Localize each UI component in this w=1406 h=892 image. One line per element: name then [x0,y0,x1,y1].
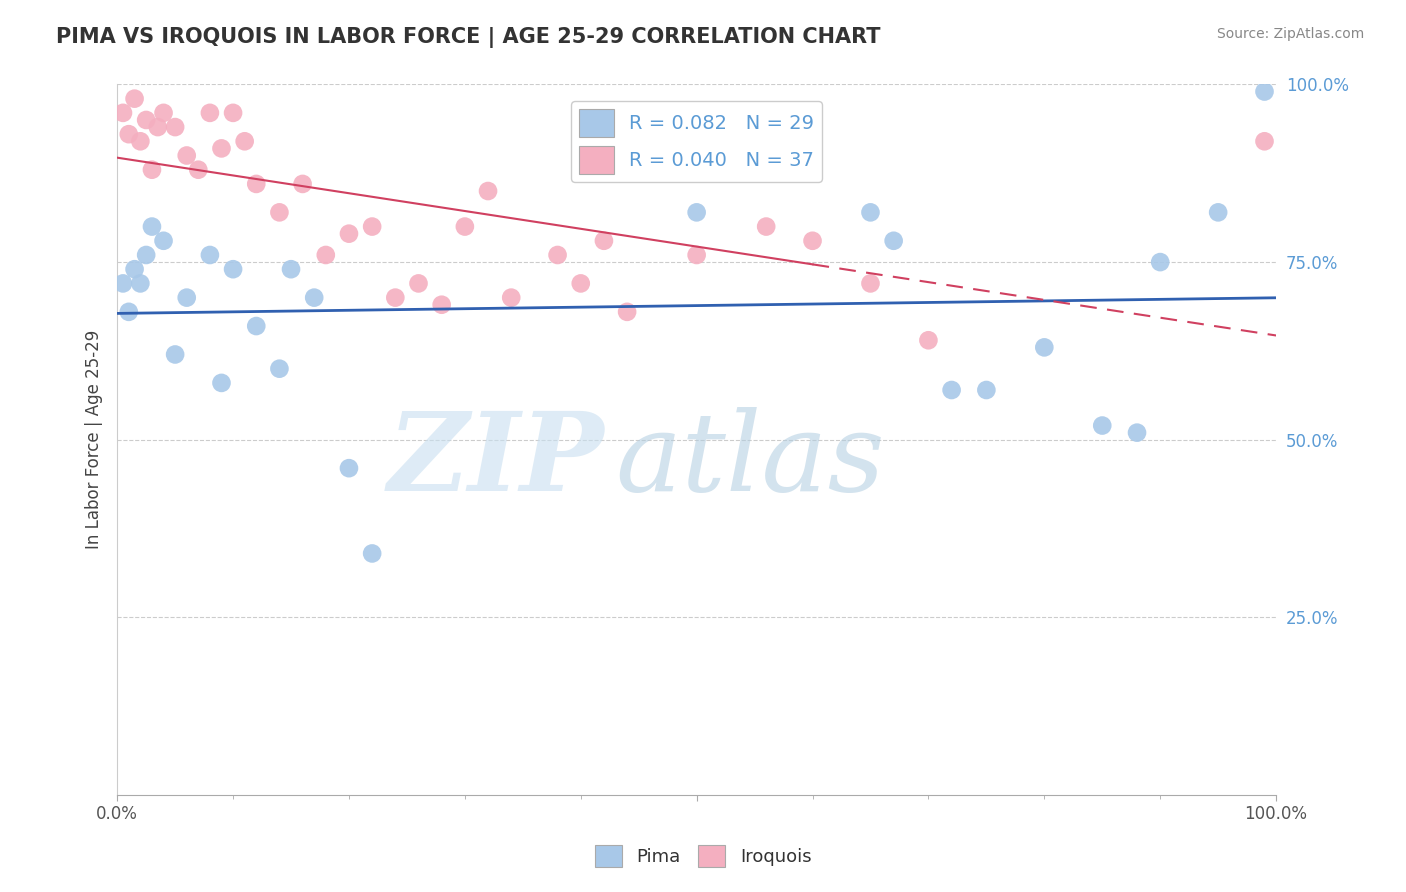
Point [685,248,707,262]
Point [111,277,134,291]
Point [337,461,360,475]
Point [501,291,523,305]
Point [187,162,209,177]
Point [430,298,453,312]
Point [222,262,245,277]
Point [1033,340,1056,354]
Point [211,141,233,155]
Point [477,184,499,198]
Point [165,347,187,361]
Point [233,134,256,148]
Point [408,277,430,291]
Point [569,277,592,291]
Point [176,291,198,305]
Point [124,262,146,277]
Point [141,219,163,234]
Point [211,376,233,390]
Point [1253,85,1275,99]
Point [801,234,824,248]
Point [245,319,267,334]
Point [941,383,963,397]
Text: Source: ZipAtlas.com: Source: ZipAtlas.com [1216,27,1364,41]
Point [917,333,939,347]
Point [152,106,174,120]
Point [198,248,221,262]
Point [111,106,134,120]
Text: PIMA VS IROQUOIS IN LABOR FORCE | AGE 25-29 CORRELATION CHART: PIMA VS IROQUOIS IN LABOR FORCE | AGE 25… [56,27,880,48]
Point [361,546,384,560]
Legend: Pima, Iroquois: Pima, Iroquois [588,838,818,874]
Point [593,234,616,248]
Point [269,205,291,219]
Point [1206,205,1229,219]
Point [141,162,163,177]
Point [454,219,477,234]
Point [337,227,360,241]
Point [859,277,882,291]
Point [616,305,638,319]
Point [198,106,221,120]
Point [118,305,141,319]
Point [222,106,245,120]
Point [124,92,146,106]
Legend: R = 0.082   N = 29, R = 0.040   N = 37: R = 0.082 N = 29, R = 0.040 N = 37 [571,102,823,182]
Point [135,112,157,127]
Point [245,177,267,191]
Point [176,148,198,162]
Point [859,205,882,219]
Point [1126,425,1149,440]
Point [269,361,291,376]
Point [384,291,406,305]
Point [1149,255,1171,269]
Point [361,219,384,234]
Point [547,248,569,262]
Text: ZIP: ZIP [387,408,605,515]
Point [976,383,998,397]
Point [302,291,325,305]
Point [755,219,778,234]
Point [883,234,905,248]
Point [129,277,152,291]
Point [165,120,187,134]
Point [129,134,152,148]
Point [118,127,141,141]
Point [1091,418,1114,433]
Point [315,248,337,262]
Point [291,177,314,191]
Y-axis label: In Labor Force | Age 25-29: In Labor Force | Age 25-29 [86,330,103,549]
Point [146,120,169,134]
Point [1253,134,1275,148]
Text: atlas: atlas [616,408,886,515]
Point [685,205,707,219]
Point [152,234,174,248]
Point [280,262,302,277]
Point [135,248,157,262]
